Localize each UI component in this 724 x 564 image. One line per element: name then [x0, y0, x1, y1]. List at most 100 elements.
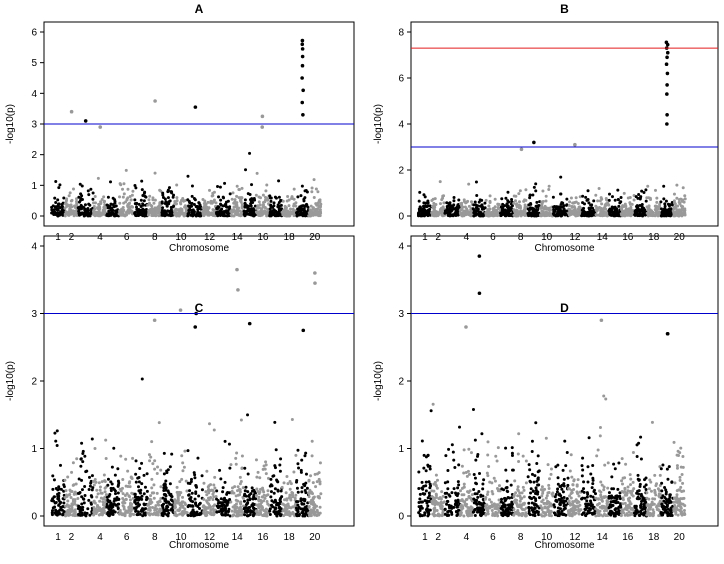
snp-point — [208, 188, 212, 192]
snp-point — [434, 495, 438, 499]
snp-point — [63, 478, 67, 482]
snp-point — [133, 492, 137, 496]
snp-point — [424, 489, 428, 493]
snp-point — [417, 487, 421, 491]
snp-point — [232, 513, 236, 517]
snp-point — [96, 176, 100, 180]
y-tick-label: 0 — [398, 512, 404, 523]
snp-point — [105, 505, 109, 509]
snp-point — [555, 205, 559, 209]
snp-point — [272, 212, 276, 216]
snp-point — [169, 492, 173, 496]
snp-point — [168, 482, 172, 486]
snp-point — [81, 497, 85, 501]
snp-point — [162, 486, 166, 490]
snp-point — [163, 508, 167, 512]
snp-point — [501, 514, 505, 518]
snp-point — [285, 507, 289, 511]
snp-point — [282, 481, 286, 485]
snp-point — [219, 507, 223, 511]
snp-point — [234, 456, 238, 460]
snp-point — [275, 478, 279, 482]
snp-point — [290, 196, 294, 200]
snp-point — [198, 203, 202, 207]
snp-point — [193, 497, 197, 501]
snp-point — [428, 508, 432, 512]
snp-point — [64, 210, 68, 214]
snp-point — [469, 207, 473, 211]
snp-point — [426, 504, 430, 508]
snp-point — [520, 496, 524, 500]
snp-point — [472, 488, 476, 492]
snp-point — [234, 502, 238, 506]
snp-point — [68, 191, 72, 195]
snp-point — [139, 213, 143, 217]
snp-point — [118, 195, 122, 199]
snp-point — [524, 514, 528, 518]
snp-point — [206, 200, 210, 204]
snp-point — [179, 207, 183, 211]
snp-point — [418, 190, 422, 194]
snp-point — [502, 497, 506, 501]
snp-point — [162, 451, 166, 455]
snp-point — [512, 513, 516, 517]
snp-point — [273, 507, 277, 511]
snp-point — [524, 481, 528, 485]
snp-point — [524, 459, 528, 463]
snp-point — [173, 510, 177, 514]
snp-point — [141, 202, 145, 206]
snp-point — [522, 495, 526, 499]
snp-point — [503, 505, 507, 509]
snp-point — [149, 203, 153, 207]
snp-point — [93, 207, 97, 211]
snp-point — [201, 209, 205, 213]
snp-point — [92, 483, 96, 487]
snp-point — [224, 202, 228, 206]
snp-point — [440, 198, 444, 202]
snp-point — [227, 442, 231, 446]
snp-point — [261, 205, 265, 209]
snp-point — [430, 199, 434, 203]
snp-point — [588, 210, 592, 214]
snp-point — [484, 495, 488, 499]
snp-point — [166, 514, 170, 518]
snp-point — [486, 453, 490, 457]
snp-point — [228, 192, 232, 196]
snp-point — [255, 503, 259, 507]
snp-point — [230, 214, 234, 218]
snp-point — [240, 196, 244, 200]
snp-point — [257, 506, 261, 510]
snp-point — [254, 493, 258, 497]
snp-point — [499, 214, 503, 218]
snp-point — [424, 480, 428, 484]
snp-point — [79, 457, 83, 461]
snp-point — [173, 513, 177, 517]
snp-point — [445, 201, 449, 205]
snp-point — [518, 189, 522, 193]
snp-point — [533, 506, 537, 510]
snp-point — [219, 202, 223, 206]
snp-point — [133, 198, 137, 202]
snp-point — [426, 208, 430, 212]
snp-point — [268, 512, 272, 516]
snp-point — [231, 191, 235, 195]
snp-point — [243, 466, 247, 470]
snp-point — [536, 478, 540, 482]
snp-point — [682, 210, 686, 214]
snp-point — [202, 511, 206, 515]
snp-point — [178, 493, 182, 497]
snp-point — [213, 475, 217, 479]
snp-point — [113, 492, 117, 496]
snp-point — [432, 214, 436, 218]
y-tick-label: 6 — [31, 28, 37, 39]
snp-point — [474, 180, 478, 184]
snp-point — [495, 512, 499, 516]
snp-point — [145, 495, 149, 499]
snp-point — [660, 211, 664, 215]
snp-point — [121, 497, 125, 501]
snp-point — [490, 509, 494, 513]
snp-point — [95, 212, 99, 216]
snp-point — [297, 466, 301, 470]
snp-point — [617, 204, 621, 208]
